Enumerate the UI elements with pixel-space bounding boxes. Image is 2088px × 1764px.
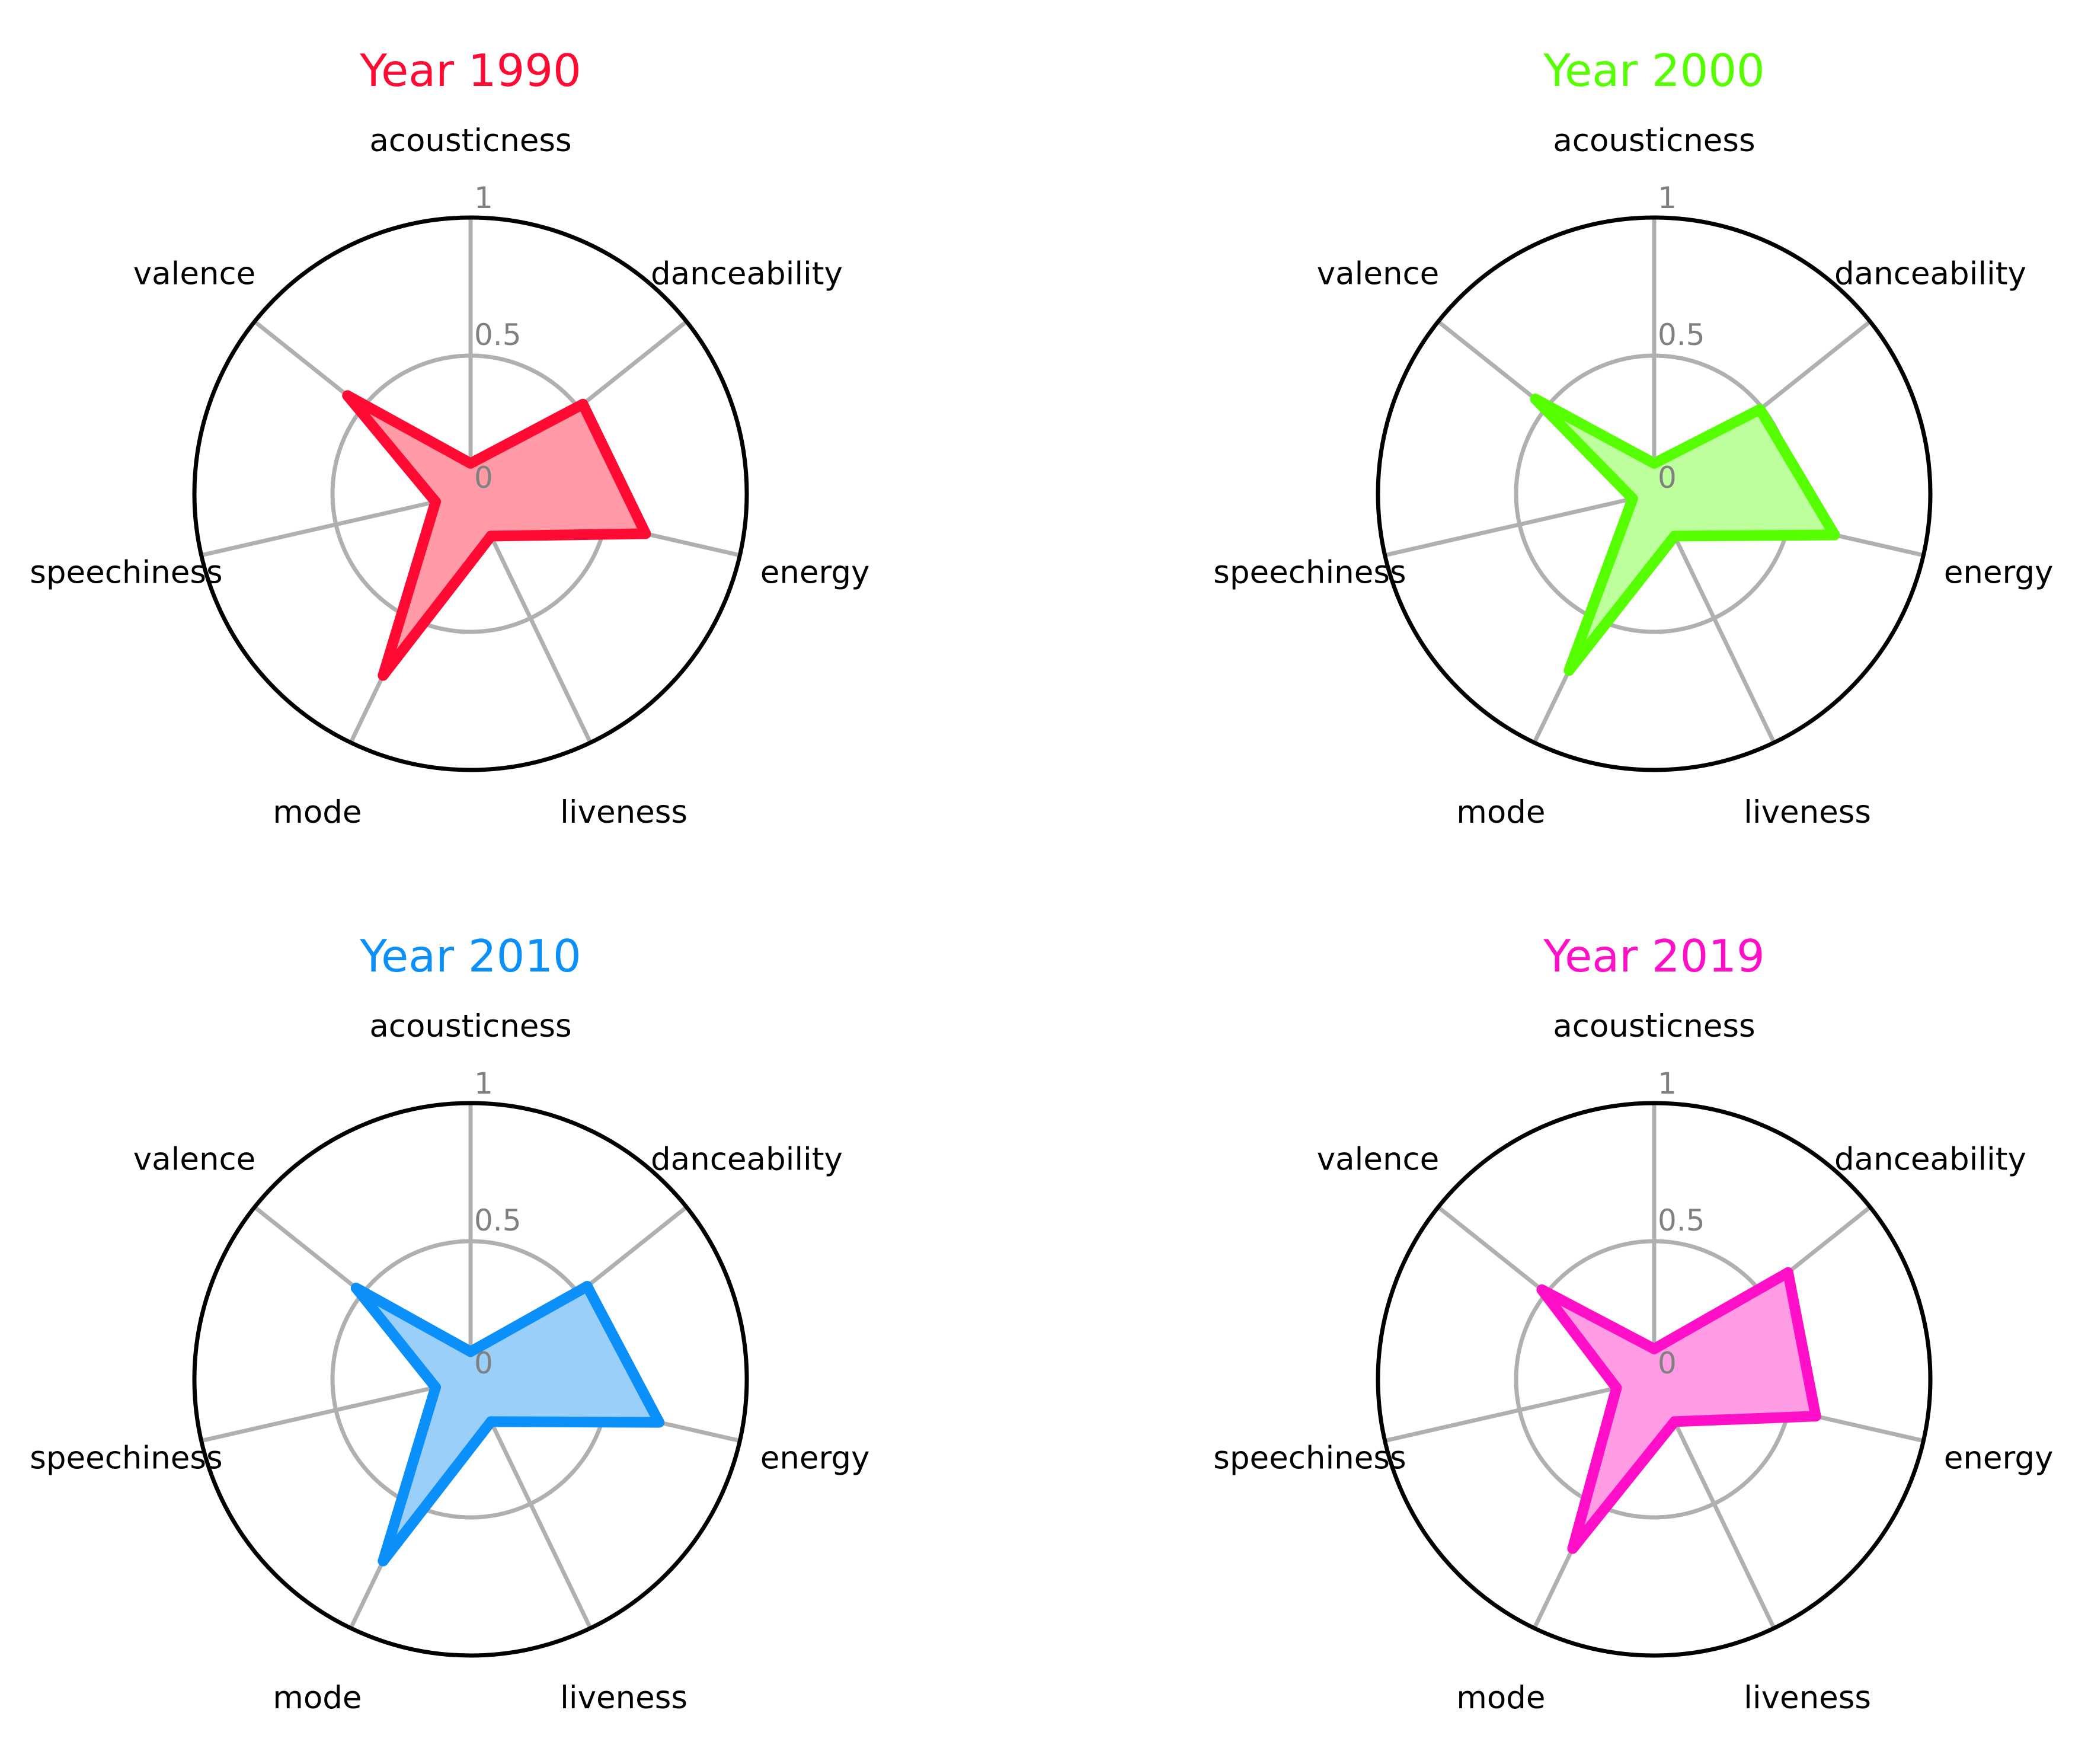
- chart-title: Year 2019: [1543, 930, 1765, 982]
- radial-tick-label: 0.5: [474, 1203, 522, 1238]
- radial-tick-label: 0: [474, 461, 493, 495]
- radial-tick-label: 1: [1658, 1066, 1677, 1101]
- data-point: [1649, 458, 1659, 469]
- outer-frame: [1376, 215, 1933, 772]
- outer-frame: [192, 215, 749, 772]
- axis-label: mode: [273, 1680, 362, 1716]
- outer-frame: [1376, 1101, 1933, 1658]
- axis-label: liveness: [560, 1680, 688, 1716]
- data-series-polygon: [350, 1281, 664, 1567]
- data-point: [1627, 493, 1638, 504]
- radial-tick-label: 1: [1658, 181, 1677, 215]
- data-point: [1810, 1411, 1821, 1422]
- data-point: [654, 1417, 665, 1428]
- radar-panel: 0 0.5 1 acousticness danceability energy liven…: [30, 930, 869, 1716]
- axis-label: speechiness: [1213, 555, 1406, 591]
- data-point: [465, 458, 476, 469]
- data-point: [1530, 394, 1541, 405]
- radial-tick-label: 0: [1658, 461, 1677, 495]
- data-point: [1829, 529, 1840, 541]
- chart-title: Year 2000: [1543, 44, 1765, 97]
- axis-label: valence: [1317, 1141, 1440, 1177]
- spoke-line: [1384, 1377, 1655, 1443]
- data-point: [1669, 531, 1680, 542]
- data-point: [581, 1281, 593, 1292]
- data-point: [465, 1346, 476, 1357]
- data-point: [485, 1416, 497, 1427]
- radial-tick-label: 0: [1658, 1346, 1677, 1380]
- data-point: [1669, 1416, 1680, 1427]
- data-point: [1563, 665, 1575, 676]
- axis-label: energy: [1944, 555, 2054, 591]
- axis-label: speechiness: [30, 1440, 222, 1477]
- axis-label: danceability: [1834, 255, 2026, 292]
- radial-tick-label: 0.5: [1658, 1203, 1705, 1238]
- radial-tick-label: 1: [474, 1066, 493, 1101]
- data-point: [342, 390, 353, 401]
- axis-label: valence: [1317, 255, 1440, 292]
- outer-frame: [192, 1101, 749, 1658]
- data-point: [1782, 1267, 1793, 1278]
- spoke-line: [200, 1377, 471, 1443]
- axis-label: danceability: [651, 1141, 843, 1177]
- data-point: [378, 1555, 389, 1567]
- chart-title: Year 1990: [359, 44, 581, 97]
- data-point: [350, 1283, 362, 1294]
- axis-label: liveness: [1744, 794, 1871, 830]
- data-point: [640, 528, 651, 539]
- axis-label: danceability: [651, 255, 843, 292]
- data-point: [577, 398, 589, 410]
- axis-label: liveness: [560, 794, 688, 830]
- axis-label: mode: [1456, 1680, 1545, 1716]
- spoke-line: [200, 491, 471, 558]
- axis-label: mode: [1456, 794, 1545, 830]
- axis-label: speechiness: [30, 555, 222, 591]
- radar-panel: 0 0.5 1 acousticness danceability energy liven…: [1213, 44, 2053, 830]
- axis-label: acousticness: [1553, 123, 1755, 159]
- radar-panel: 0 0.5 1 acousticness danceability energy liven…: [1213, 930, 2053, 1716]
- data-point: [378, 670, 389, 681]
- axis-label: energy: [1944, 1440, 2054, 1477]
- data-point: [1536, 1284, 1547, 1295]
- data-point: [1754, 404, 1766, 415]
- axis-label: valence: [133, 1141, 256, 1177]
- data-point: [430, 496, 441, 507]
- spoke-line: [1384, 491, 1655, 558]
- axis-label: mode: [273, 794, 362, 830]
- axis-label: liveness: [1744, 1680, 1871, 1716]
- axis-label: acousticness: [369, 123, 571, 159]
- axis-label: danceability: [1834, 1141, 2026, 1177]
- data-series-polygon: [342, 390, 651, 681]
- chart-title: Year 2010: [359, 930, 581, 982]
- radial-tick-label: 0.5: [474, 318, 522, 352]
- data-point: [485, 531, 497, 542]
- radial-tick-label: 1: [474, 181, 493, 215]
- data-series-polygon: [1530, 394, 1840, 676]
- radar-panel: 0 0.5 1 acousticness danceability energy liven…: [30, 44, 869, 830]
- data-point: [1611, 1382, 1622, 1394]
- data-point: [1567, 1543, 1578, 1554]
- axis-label: energy: [760, 1440, 870, 1477]
- data-point: [430, 1382, 441, 1393]
- axis-label: energy: [760, 555, 870, 591]
- axis-label: acousticness: [369, 1008, 571, 1044]
- axis-label: acousticness: [1553, 1008, 1755, 1044]
- radial-tick-label: 0: [474, 1346, 493, 1380]
- data-point: [1649, 1343, 1659, 1354]
- radial-tick-label: 0.5: [1658, 318, 1705, 352]
- data-series-polygon: [1536, 1267, 1821, 1554]
- axis-label: speechiness: [1213, 1440, 1406, 1477]
- axis-label: valence: [133, 255, 256, 292]
